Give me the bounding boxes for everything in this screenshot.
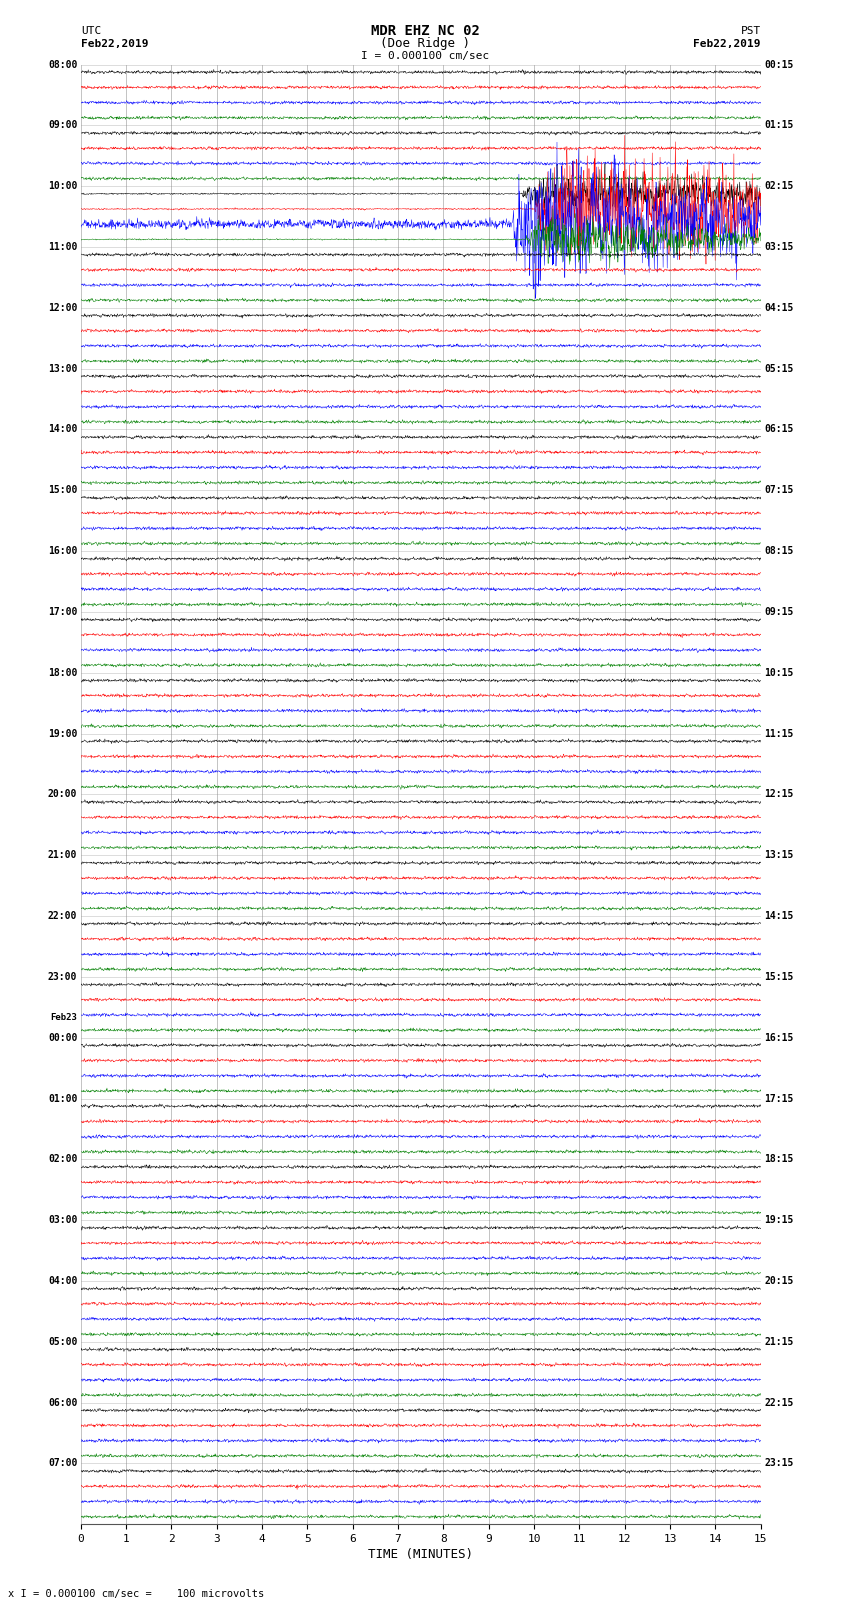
Text: 01:00: 01:00 — [48, 1094, 77, 1103]
Text: 11:00: 11:00 — [48, 242, 77, 252]
Text: 13:15: 13:15 — [764, 850, 794, 860]
Text: 00:00: 00:00 — [48, 1032, 77, 1042]
Text: 08:15: 08:15 — [764, 547, 794, 556]
Text: 19:15: 19:15 — [764, 1215, 794, 1226]
Text: 06:15: 06:15 — [764, 424, 794, 434]
Text: 14:00: 14:00 — [48, 424, 77, 434]
Text: 10:00: 10:00 — [48, 181, 77, 192]
Text: 07:15: 07:15 — [764, 486, 794, 495]
Text: 02:00: 02:00 — [48, 1155, 77, 1165]
Text: 16:00: 16:00 — [48, 547, 77, 556]
Text: 10:15: 10:15 — [764, 668, 794, 677]
Text: 18:15: 18:15 — [764, 1155, 794, 1165]
Text: 09:15: 09:15 — [764, 606, 794, 616]
X-axis label: TIME (MINUTES): TIME (MINUTES) — [368, 1548, 473, 1561]
Text: 14:15: 14:15 — [764, 911, 794, 921]
Text: 23:15: 23:15 — [764, 1458, 794, 1468]
Text: 13:00: 13:00 — [48, 363, 77, 374]
Text: Feb22,2019: Feb22,2019 — [694, 39, 761, 48]
Text: 06:00: 06:00 — [48, 1397, 77, 1408]
Text: 22:00: 22:00 — [48, 911, 77, 921]
Text: 05:15: 05:15 — [764, 363, 794, 374]
Text: 17:00: 17:00 — [48, 606, 77, 616]
Text: 17:15: 17:15 — [764, 1094, 794, 1103]
Text: 22:15: 22:15 — [764, 1397, 794, 1408]
Text: PST: PST — [740, 26, 761, 35]
Text: 16:15: 16:15 — [764, 1032, 794, 1042]
Text: 04:00: 04:00 — [48, 1276, 77, 1286]
Text: 02:15: 02:15 — [764, 181, 794, 192]
Text: 11:15: 11:15 — [764, 729, 794, 739]
Text: 12:00: 12:00 — [48, 303, 77, 313]
Text: 01:15: 01:15 — [764, 121, 794, 131]
Text: 07:00: 07:00 — [48, 1458, 77, 1468]
Text: x I = 0.000100 cm/sec =    100 microvolts: x I = 0.000100 cm/sec = 100 microvolts — [8, 1589, 264, 1598]
Text: 09:00: 09:00 — [48, 121, 77, 131]
Text: 15:15: 15:15 — [764, 973, 794, 982]
Text: 12:15: 12:15 — [764, 789, 794, 800]
Text: 03:15: 03:15 — [764, 242, 794, 252]
Text: (Doe Ridge ): (Doe Ridge ) — [380, 37, 470, 50]
Text: 08:00: 08:00 — [48, 60, 77, 69]
Text: Feb23: Feb23 — [50, 1013, 77, 1023]
Text: 18:00: 18:00 — [48, 668, 77, 677]
Text: 00:15: 00:15 — [764, 60, 794, 69]
Text: UTC: UTC — [81, 26, 101, 35]
Text: 04:15: 04:15 — [764, 303, 794, 313]
Text: 05:00: 05:00 — [48, 1337, 77, 1347]
Text: 15:00: 15:00 — [48, 486, 77, 495]
Text: MDR EHZ NC 02: MDR EHZ NC 02 — [371, 24, 479, 37]
Text: 21:00: 21:00 — [48, 850, 77, 860]
Text: 03:00: 03:00 — [48, 1215, 77, 1226]
Text: 19:00: 19:00 — [48, 729, 77, 739]
Text: 23:00: 23:00 — [48, 973, 77, 982]
Text: I = 0.000100 cm/sec: I = 0.000100 cm/sec — [361, 52, 489, 61]
Text: 21:15: 21:15 — [764, 1337, 794, 1347]
Text: 20:15: 20:15 — [764, 1276, 794, 1286]
Text: Feb22,2019: Feb22,2019 — [81, 39, 148, 48]
Text: 20:00: 20:00 — [48, 789, 77, 800]
